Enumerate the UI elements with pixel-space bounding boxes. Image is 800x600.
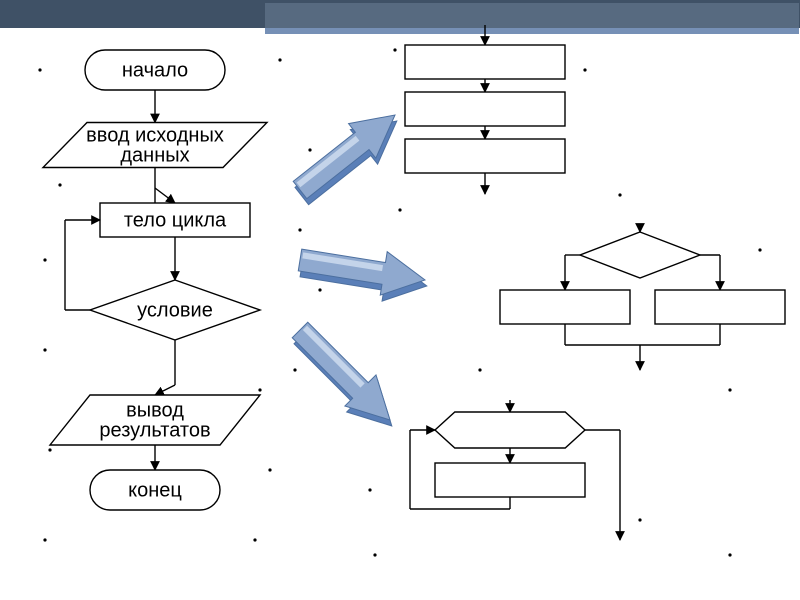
svg-text:данных: данных xyxy=(120,144,189,166)
svg-text:условие: условие xyxy=(137,299,213,321)
svg-text:конец: конец xyxy=(128,479,182,501)
svg-text:вывод: вывод xyxy=(126,399,184,421)
svg-text:начало: начало xyxy=(122,59,188,81)
svg-text:результатов: результатов xyxy=(99,419,210,441)
svg-text:ввод исходных: ввод исходных xyxy=(86,124,224,146)
svg-text:тело цикла: тело цикла xyxy=(124,209,227,231)
